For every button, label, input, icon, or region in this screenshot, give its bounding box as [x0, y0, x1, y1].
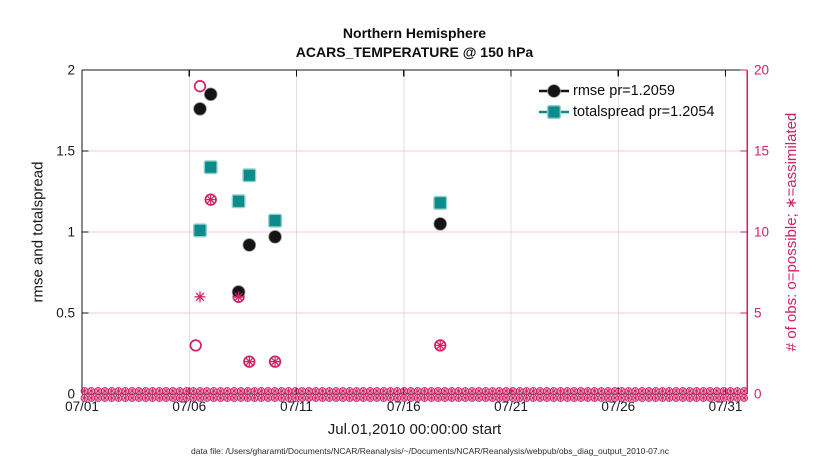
- legend-label-rmse: rmse pr=1.2059: [573, 82, 675, 99]
- y-left-tick-label: 0.5: [56, 306, 75, 321]
- x-axis-label: Jul.01,2010 00:00:00 start: [327, 421, 502, 438]
- title-line-1: Northern Hemisphere: [342, 25, 487, 41]
- legend-label-totalspread: totalspread pr=1.2054: [573, 103, 715, 120]
- y-right-tick-label: 0: [754, 387, 762, 402]
- totalspread-point: [192, 223, 207, 238]
- obs-possible-point: [189, 339, 202, 352]
- obs-assimilated-point: [205, 194, 217, 206]
- obs-possible-series: [189, 80, 447, 368]
- y-left-tick-label: 1.5: [56, 144, 75, 159]
- x-tick-label: 07/21: [494, 399, 528, 414]
- rmse-legend-marker-icon: [539, 83, 569, 98]
- obs-assimilated-point: [243, 356, 255, 368]
- totalspread-legend-marker-icon: [539, 104, 569, 119]
- y-left-tick-label: 2: [67, 63, 75, 78]
- x-tick-label: 07/26: [601, 399, 635, 414]
- rmse-point: [242, 238, 257, 252]
- x-tick-label: 07/11: [280, 399, 313, 414]
- legend-entry-rmse: rmse pr=1.2059: [538, 80, 714, 101]
- gridlines: [81, 70, 747, 394]
- x-tick-label: 07/16: [387, 399, 421, 414]
- rmse-point: [433, 217, 448, 231]
- obs-assimilated-point: [233, 291, 245, 303]
- tick-labels: 07/01 07/06 07/11 07/16 07/21 07/26 07/31 0 0.5 1…: [56, 63, 769, 414]
- totalspread-point: [203, 160, 218, 175]
- totalspread-point: [433, 195, 448, 210]
- chart-title: Northern Hemisphere ACARS_TEMPERATURE @ …: [82, 24, 747, 62]
- y-right-tick-label: 10: [754, 225, 769, 240]
- data-file-caption: data file: /Users/gharamti/Documents/NCA…: [191, 446, 669, 456]
- y-axis-label-right: # of obs: o=possible; ∗=assimilated: [783, 112, 800, 352]
- obs-assimilated-series: [194, 194, 446, 368]
- obs-possible-point: [193, 80, 207, 93]
- y-right-tick-label: 20: [754, 63, 769, 78]
- legend-entry-totalspread: totalspread pr=1.2054: [538, 101, 714, 122]
- totalspread-point: [268, 213, 283, 228]
- y-right-tick-label: 5: [754, 306, 762, 321]
- totalspread-point: [231, 194, 246, 209]
- x-tick-label: 07/01: [65, 399, 99, 414]
- title-line-2: ACARS_TEMPERATURE @ 150 hPa: [295, 44, 534, 60]
- obs-assimilated-point: [194, 291, 206, 303]
- y-axis-label-left: rmse and totalspread: [29, 161, 47, 303]
- x-tick-label: 07/06: [172, 399, 206, 414]
- x-tick-label: 07/31: [709, 399, 743, 414]
- y-left-tick-label: 1: [67, 225, 75, 240]
- y-left-tick-label: 0: [67, 387, 75, 402]
- totalspread-point: [242, 168, 257, 183]
- rmse-series: [193, 87, 448, 299]
- rmse-point: [268, 230, 282, 244]
- rmse-point: [193, 102, 207, 116]
- obs-assimilated-point: [434, 339, 446, 351]
- rmse-point: [203, 87, 218, 102]
- y-right-tick-label: 15: [754, 144, 769, 159]
- legend: rmse pr=1.2059 totalspread pr=1.2054: [538, 80, 714, 122]
- totalspread-series: [192, 160, 448, 238]
- obs-assimilated-point: [269, 356, 281, 368]
